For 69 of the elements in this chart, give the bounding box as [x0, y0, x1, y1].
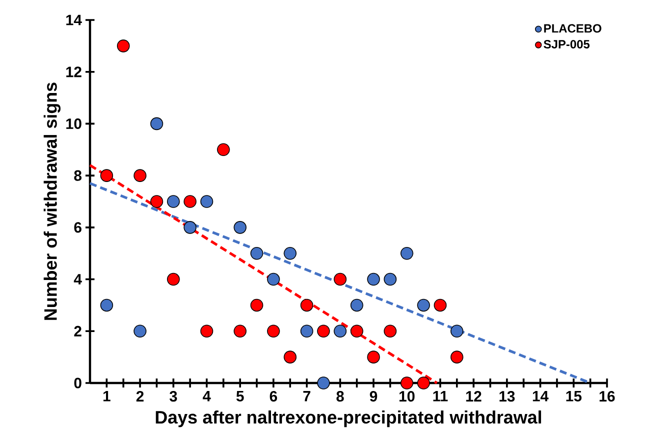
point	[417, 376, 430, 390]
point	[234, 221, 246, 234]
point	[334, 272, 347, 286]
point	[317, 376, 330, 390]
point	[400, 246, 414, 260]
y-axis-title: Number of withdrawal signs	[44, 82, 61, 320]
point	[300, 324, 314, 338]
point	[184, 221, 196, 234]
point	[134, 169, 146, 182]
point	[184, 195, 196, 208]
point	[116, 40, 130, 52]
point	[400, 376, 414, 390]
x-tick-label: 3	[170, 391, 177, 402]
x-tick-label: 10	[400, 391, 415, 402]
y-tick-label: 6	[74, 222, 82, 233]
x-tick-label: 13	[500, 391, 515, 402]
point	[250, 298, 264, 312]
point	[200, 324, 214, 338]
point	[150, 117, 164, 130]
x-tick-label: 11	[433, 391, 448, 402]
point	[200, 195, 214, 208]
x-axis-title: Days after naltrexone-precipitated withdrawal	[156, 410, 542, 428]
point	[367, 272, 380, 286]
y-tick-label: 0	[74, 378, 82, 388]
point	[350, 324, 364, 338]
point	[250, 246, 264, 260]
point	[217, 143, 230, 156]
x-tick-label: 4	[202, 391, 211, 402]
point	[267, 324, 280, 338]
point	[417, 298, 430, 312]
x-tick-label: 6	[270, 391, 278, 402]
point	[317, 324, 330, 338]
point	[300, 298, 314, 312]
point	[166, 272, 180, 286]
x-tick-label: 14	[532, 391, 549, 402]
x-tick-label: 12	[466, 391, 482, 402]
legend-label: SJP-005	[544, 40, 590, 48]
x-tick-label: 1	[103, 391, 110, 402]
y-tick-label: 4	[74, 274, 82, 284]
point	[150, 195, 164, 208]
point	[367, 350, 380, 364]
point	[434, 298, 447, 312]
y-tick-label: 14	[66, 14, 82, 26]
point	[450, 324, 464, 338]
x-tick-label: 9	[370, 391, 378, 402]
legend-label: PLACEBO	[544, 24, 602, 33]
point	[334, 324, 347, 338]
point	[234, 324, 246, 338]
point	[267, 272, 280, 286]
point	[450, 350, 464, 364]
point	[100, 169, 114, 182]
y-tick-label: 2	[74, 326, 82, 336]
y-tick-label: 8	[74, 170, 82, 181]
x-tick-label: 8	[336, 391, 344, 402]
y-tick-label: 10	[66, 118, 82, 129]
point	[100, 298, 114, 312]
point	[166, 195, 180, 208]
point	[284, 246, 297, 260]
point	[284, 350, 297, 364]
y-tick-label: 12	[66, 66, 82, 78]
x-tick-label: 16	[600, 391, 615, 402]
x-tick-label: 7	[303, 391, 310, 402]
point	[350, 298, 364, 312]
x-tick-label: 2	[136, 391, 144, 402]
x-tick-label: 15	[566, 391, 582, 402]
point	[384, 324, 397, 338]
x-tick-label: 5	[236, 391, 244, 402]
point	[384, 272, 397, 286]
point	[134, 324, 146, 338]
